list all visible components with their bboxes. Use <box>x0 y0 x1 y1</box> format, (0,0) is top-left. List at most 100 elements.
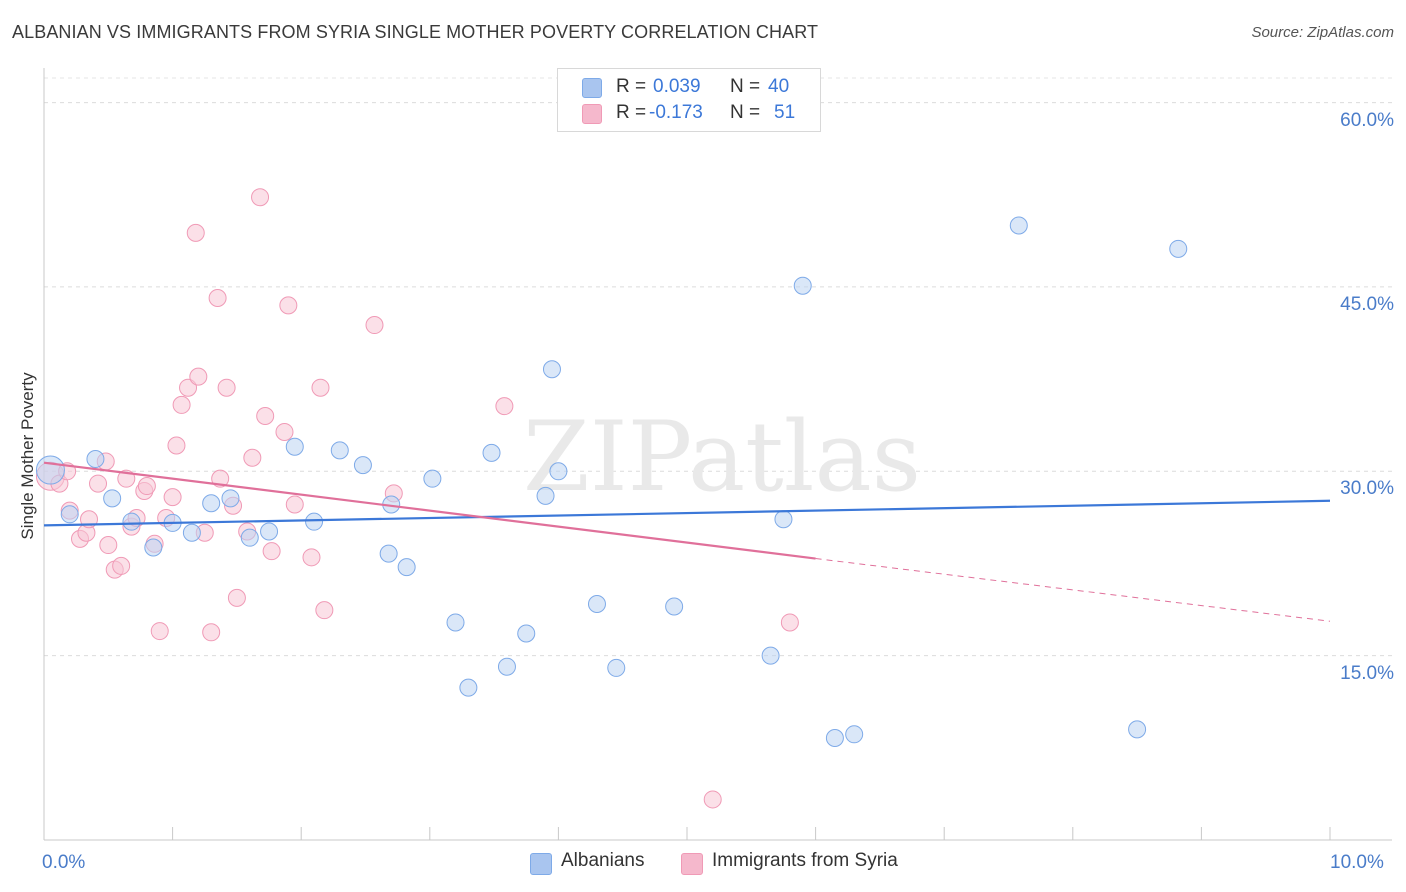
r-label: R = <box>616 76 647 97</box>
albanian-point <box>825 728 844 747</box>
series-legend: Albanians Immigrants from Syria <box>0 848 1406 880</box>
axes <box>43 68 1392 841</box>
y-tick-label: 15.0% <box>1340 662 1394 684</box>
albanian-point <box>607 658 626 677</box>
albanian-point <box>35 455 65 485</box>
albanian-point <box>549 462 568 481</box>
r-value: 0.039 <box>653 76 701 97</box>
albanian-point <box>397 558 416 577</box>
syria-point <box>703 790 722 809</box>
y-axis-label: Single Mother Poverty <box>18 372 37 540</box>
syria-trend-extension <box>815 558 1331 622</box>
syria-point <box>495 397 514 416</box>
albanian-point <box>517 624 536 643</box>
albanian-point <box>423 469 442 488</box>
syria-point <box>315 601 334 620</box>
syria-point <box>189 367 208 386</box>
legend-row-albanians: R = 0.039 N = 40 <box>558 75 820 101</box>
r-label: R = <box>616 102 647 123</box>
albanian-point <box>1128 720 1147 739</box>
albanians-legend-swatch <box>530 853 552 875</box>
y-tick-label: 45.0% <box>1340 293 1394 315</box>
chart-title: ALBANIAN VS IMMIGRANTS FROM SYRIA SINGLE… <box>12 22 819 42</box>
syria-point <box>279 296 298 315</box>
albanian-point <box>793 276 812 295</box>
syria-point <box>262 542 281 561</box>
syria-point <box>217 378 236 397</box>
albanian-point <box>665 597 684 616</box>
syria-point <box>163 488 182 507</box>
albanian-point <box>285 437 304 456</box>
albanian-point <box>1009 216 1028 235</box>
syria-point <box>186 223 205 242</box>
albanian-point <box>144 538 163 557</box>
albanian-point <box>305 512 324 531</box>
syria-point <box>167 436 186 455</box>
r-value: -0.173 <box>649 102 703 123</box>
albanian-point <box>845 725 864 744</box>
syria-point <box>202 623 221 642</box>
albanian-point <box>542 360 561 379</box>
syria-point <box>179 378 198 397</box>
syria-point <box>137 477 156 496</box>
albanian-point <box>482 443 501 462</box>
syria-point <box>275 422 294 441</box>
syria-point <box>99 536 118 555</box>
syria-point <box>172 395 191 414</box>
n-label: N = <box>730 102 761 123</box>
albanian-point <box>446 613 465 632</box>
albanian-trend-line <box>43 499 1331 527</box>
syria-point <box>89 474 108 493</box>
albanian-point <box>182 523 201 542</box>
albanians-legend-label: Albanians <box>561 850 645 871</box>
syria-point <box>256 406 275 425</box>
syria-point <box>302 548 321 567</box>
syria-point <box>365 316 384 335</box>
albanian-point <box>122 512 141 531</box>
x-tick-label: 0.0% <box>42 852 86 873</box>
albanian-points <box>35 216 1188 747</box>
syria-point <box>227 588 246 607</box>
syria-swatch <box>582 104 602 124</box>
albanian-point <box>353 456 372 475</box>
albanian-point <box>774 510 793 529</box>
y-tick-label: 30.0% <box>1340 478 1394 500</box>
albanian-point <box>761 646 780 665</box>
syria-point <box>311 378 330 397</box>
syria-point <box>208 288 227 307</box>
albanian-point <box>260 522 279 541</box>
albanian-point <box>379 544 398 563</box>
albanian-point <box>587 595 606 614</box>
n-label: N = <box>730 76 761 97</box>
albanian-point <box>536 486 555 505</box>
legend-row-syria: R = -0.173 N = 51 <box>558 101 820 127</box>
syria-point <box>112 556 131 575</box>
albanian-point <box>1169 239 1188 258</box>
grid-lines <box>44 77 1392 657</box>
syria-point <box>251 188 270 207</box>
albanian-point <box>86 450 105 468</box>
syria-point <box>285 495 304 514</box>
y-tick-label: 60.0% <box>1340 109 1394 131</box>
n-value: 40 <box>768 76 790 97</box>
albanian-point <box>497 657 516 676</box>
albanian-point <box>459 678 478 697</box>
syria-trend-line <box>43 461 816 560</box>
albanian-point <box>221 489 240 508</box>
correlation-legend: R = 0.039 N = 40 R = -0.173 N = 51 <box>557 68 821 132</box>
syria-legend-label: Immigrants from Syria <box>712 850 898 871</box>
albanian-point <box>60 505 79 524</box>
albanian-point <box>240 528 259 547</box>
n-value: 51 <box>774 102 796 123</box>
x-tick-label: 10.0% <box>1330 852 1384 873</box>
syria-point <box>243 448 262 467</box>
syria-point <box>780 613 799 632</box>
source-label: Source: ZipAtlas.com <box>1251 24 1394 41</box>
trend-lines <box>43 461 1331 622</box>
albanian-point <box>202 494 221 513</box>
watermark: ZIPatlas <box>523 401 921 513</box>
syria-legend-swatch <box>681 853 703 875</box>
albanian-point <box>330 441 349 460</box>
syria-point <box>211 469 230 488</box>
